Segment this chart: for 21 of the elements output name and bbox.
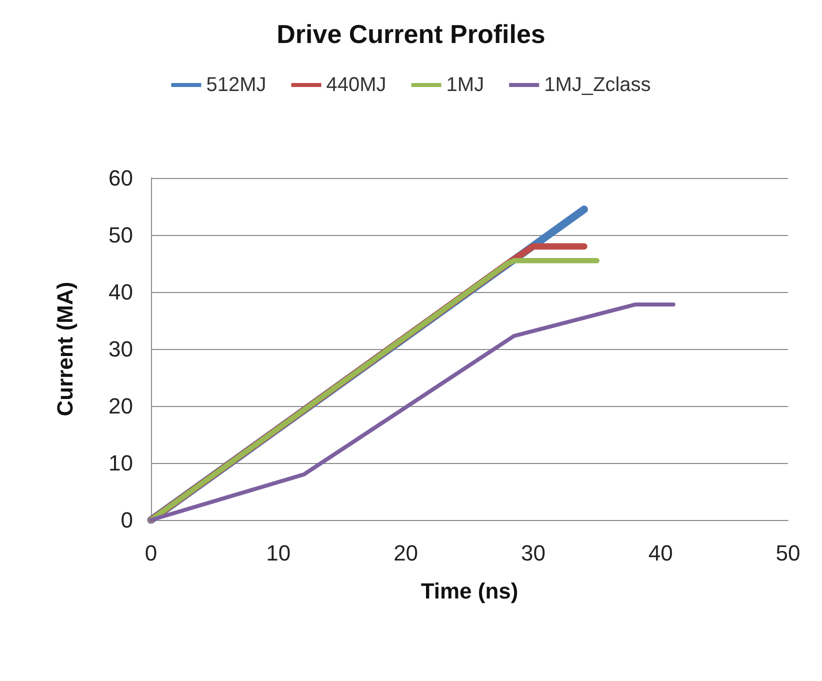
- chart-title: Drive Current Profiles: [276, 19, 546, 49]
- legend-label: 440MJ: [326, 74, 386, 96]
- x-tick-label: 40: [648, 540, 673, 566]
- y-axis-title: Current (MA): [52, 282, 78, 416]
- y-tick-label: 30: [108, 336, 133, 362]
- x-tick-label: 10: [266, 540, 291, 566]
- x-tick-label: 0: [144, 540, 158, 566]
- y-tick-label: 50: [108, 222, 133, 248]
- legend-label: 512MJ: [206, 74, 266, 96]
- y-tick-label: 60: [108, 166, 133, 190]
- line-series: [149, 302, 676, 522]
- x-tick-label: 30: [520, 540, 546, 566]
- x-axis-title: Time (ns): [420, 578, 518, 604]
- x-tick-label: 20: [394, 540, 418, 566]
- x-tick-label: 50: [776, 540, 800, 566]
- y-tick-label: 20: [108, 394, 133, 418]
- legend-label: 1MJ: [446, 74, 484, 96]
- y-tick-label: 0: [120, 508, 133, 532]
- legend-label: 1MJ_Zclass: [544, 74, 651, 96]
- y-tick-label: 40: [108, 280, 133, 304]
- y-tick-label: 10: [108, 450, 133, 476]
